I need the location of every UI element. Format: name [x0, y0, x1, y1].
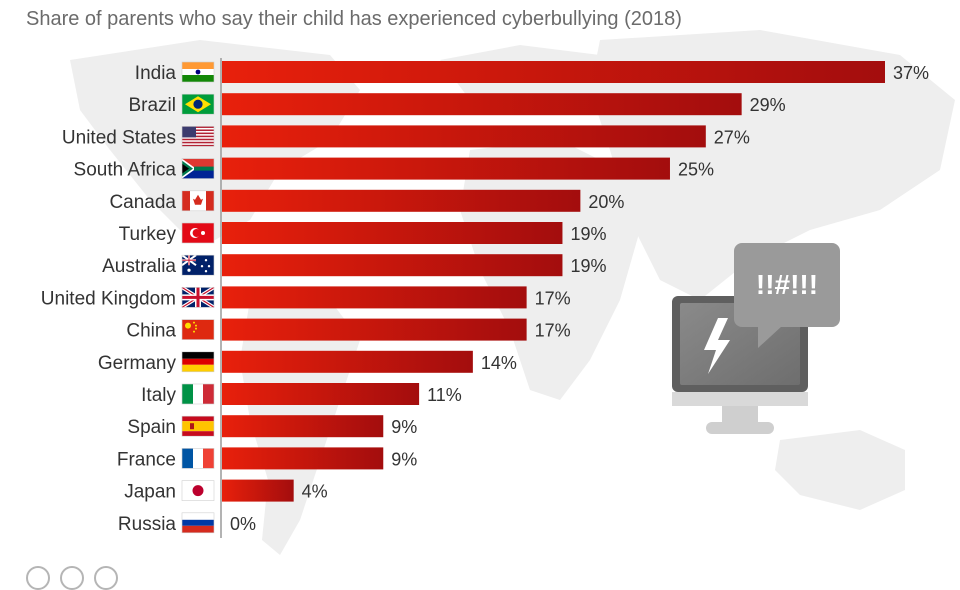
canada-flag-icon — [181, 190, 215, 212]
data-label: 4% — [302, 482, 328, 502]
bar — [222, 286, 527, 309]
data-label: 27% — [714, 127, 750, 147]
russia-flag-icon — [181, 512, 215, 534]
italy-flag-icon — [181, 383, 215, 405]
data-label: 19% — [570, 256, 606, 276]
bar — [222, 350, 473, 373]
bar — [222, 125, 706, 148]
category-label: France — [117, 449, 176, 470]
france-flag-icon — [181, 448, 215, 469]
bar — [222, 383, 420, 405]
india-flag-icon — [181, 61, 215, 83]
category-label: Germany — [98, 353, 177, 374]
data-label: 14% — [481, 353, 517, 373]
data-label: 25% — [678, 160, 714, 180]
category-label: United Kingdom — [41, 288, 176, 309]
bar-chart: India 37% Brazil 29% United States 27% South A… — [41, 30, 955, 555]
united-kingdom-flag-icon — [181, 285, 215, 309]
china-flag-icon — [181, 319, 215, 340]
attribution-icon — [60, 566, 84, 590]
category-label: India — [135, 63, 177, 84]
bar — [222, 415, 384, 438]
data-label: 29% — [750, 95, 786, 115]
category-label: Australia — [102, 256, 176, 277]
category-label: Brazil — [128, 95, 176, 116]
bar — [222, 254, 563, 277]
category-label: Canada — [109, 192, 176, 213]
category-label: Russia — [118, 514, 177, 535]
category-label: Spain — [127, 417, 176, 438]
data-label: 20% — [588, 192, 624, 212]
category-label: United States — [62, 127, 176, 148]
bar — [222, 157, 670, 180]
bars-group: India 37% Brazil 29% United States 27% South A… — [41, 58, 929, 538]
bar — [222, 222, 563, 244]
bar — [222, 447, 384, 470]
chart-subtitle: Share of parents who say their child has… — [26, 8, 682, 30]
speech-bubble: !!#!!! — [734, 243, 840, 348]
data-label: 9% — [391, 449, 417, 469]
data-label: 17% — [535, 288, 571, 308]
bar — [222, 189, 581, 212]
creative-commons-icon — [26, 566, 50, 590]
south-africa-flag-icon — [181, 158, 215, 179]
category-label: Japan — [124, 482, 176, 503]
no-derivatives-icon — [94, 566, 118, 590]
bar — [222, 93, 742, 116]
data-label: 19% — [570, 224, 606, 244]
united-states-flag-icon — [181, 126, 215, 147]
category-label: Turkey — [119, 224, 177, 245]
bar — [222, 61, 885, 83]
bar — [222, 479, 294, 502]
data-label: 0% — [230, 514, 256, 534]
data-label: 17% — [535, 321, 571, 341]
brazil-flag-icon — [181, 93, 215, 115]
category-label: South Africa — [74, 160, 177, 181]
category-label: Italy — [141, 385, 176, 406]
data-label: 9% — [391, 417, 417, 437]
germany-flag-icon — [181, 351, 215, 373]
japan-flag-icon — [181, 480, 215, 501]
data-label: 37% — [893, 63, 929, 83]
bar — [222, 318, 527, 341]
australia-flag-icon — [181, 254, 215, 276]
turkey-flag-icon — [181, 222, 215, 244]
category-label: China — [126, 321, 176, 342]
speech-bubble-text: !!#!!! — [756, 269, 818, 300]
data-label: 11% — [427, 385, 462, 405]
spain-flag-icon — [181, 415, 215, 437]
